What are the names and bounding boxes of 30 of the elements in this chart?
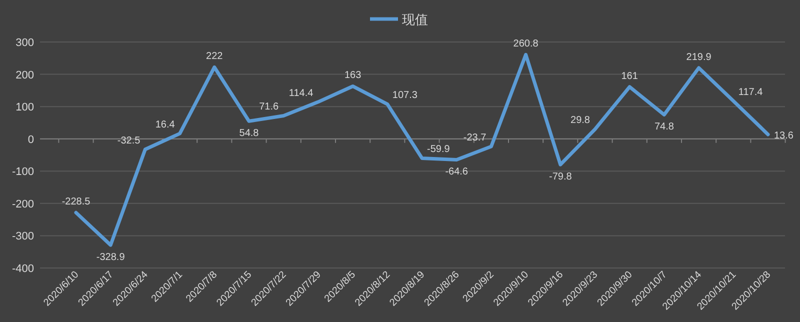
data-label: 71.6 bbox=[259, 102, 280, 113]
y-tick-label: -200 bbox=[12, 198, 34, 210]
data-label: 222 bbox=[206, 51, 224, 62]
data-label: -328.9 bbox=[96, 252, 126, 264]
data-label: -64.6 bbox=[445, 166, 468, 178]
y-tick-label: 200 bbox=[16, 69, 34, 82]
y-tick-label: -300 bbox=[12, 230, 34, 243]
data-label: -23.7 bbox=[463, 132, 487, 144]
data-label: 74.8 bbox=[654, 122, 674, 133]
y-tick-label: -100 bbox=[12, 166, 34, 178]
data-label: 260.8 bbox=[513, 38, 539, 50]
data-label: 161 bbox=[621, 70, 638, 82]
data-label: 107.3 bbox=[392, 90, 418, 102]
data-label: 16.4 bbox=[155, 120, 176, 131]
data-label: 219.9 bbox=[686, 52, 712, 63]
data-label: 163 bbox=[344, 70, 362, 82]
data-label: 13.6 bbox=[774, 130, 794, 142]
data-label: -32.5 bbox=[117, 135, 141, 146]
y-tick-label: 100 bbox=[16, 102, 34, 114]
y-tick-label: -400 bbox=[12, 263, 34, 275]
y-tick-label: 0 bbox=[28, 134, 34, 146]
data-label: -79.8 bbox=[549, 172, 572, 183]
y-tick-label: 300 bbox=[16, 37, 34, 49]
data-label: -59.9 bbox=[427, 144, 450, 156]
data-label: 117.4 bbox=[738, 86, 764, 98]
data-label: 29.8 bbox=[570, 115, 590, 126]
data-label: -228.5 bbox=[62, 196, 91, 208]
legend-label: 现值 bbox=[402, 12, 428, 27]
data-label: 54.8 bbox=[239, 128, 260, 140]
data-label: 114.4 bbox=[288, 88, 314, 99]
